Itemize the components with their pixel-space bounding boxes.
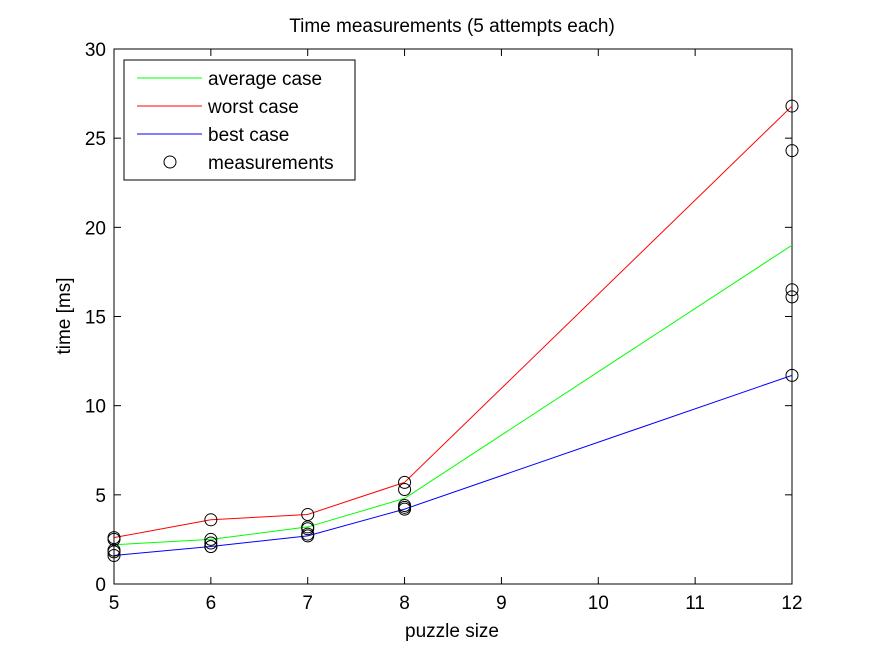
legend-label-worst-case: worst case — [207, 97, 299, 118]
legend-label-average-case: average case — [208, 69, 322, 90]
measurement-point — [785, 99, 799, 113]
legend: average case worst case best case measureme… — [123, 59, 356, 181]
measurement-point — [398, 475, 412, 489]
measurement-point — [785, 368, 799, 382]
y-tick-label: 25 — [85, 129, 106, 150]
legend-label-best-case: best case — [208, 125, 289, 146]
y-tick-label: 10 — [85, 397, 106, 418]
x-tick-label: 8 — [399, 593, 410, 614]
y-axis-title: time [ms] — [54, 277, 75, 354]
measurement-point — [785, 144, 799, 158]
chart-title: Time measurements (5 attempts each) — [289, 16, 615, 37]
x-tick-label: 9 — [496, 593, 507, 614]
measurement-point — [204, 536, 218, 550]
series-line-best-case — [113, 374, 793, 556]
x-tick-label: 5 — [109, 593, 120, 614]
x-tick-label: 10 — [588, 593, 609, 614]
measurement-point — [107, 548, 121, 562]
legend-swatch-measurements — [163, 155, 177, 169]
x-tick-label: 7 — [302, 593, 313, 614]
measurement-point — [107, 545, 121, 559]
measurement-point — [398, 482, 412, 496]
measurement-point — [204, 532, 218, 546]
x-tick-label: 6 — [206, 593, 217, 614]
measurement-point — [204, 540, 218, 554]
measurement-point — [301, 522, 315, 536]
measurement-point — [785, 283, 799, 297]
measurement-point — [204, 513, 218, 527]
series-line-worst-case — [113, 105, 793, 539]
y-tick-label: 15 — [85, 308, 106, 329]
x-axis-title: puzzle size — [405, 621, 499, 642]
x-tick-label: 11 — [685, 593, 705, 614]
y-tick-label: 20 — [85, 218, 106, 239]
measurement-point — [301, 529, 315, 543]
series-line-average-case — [113, 244, 793, 546]
measurement-point — [785, 290, 799, 304]
y-tick-label: 30 — [85, 40, 106, 61]
legend-box — [123, 59, 356, 181]
x-tick-label: 12 — [781, 593, 802, 614]
measurement-point — [398, 502, 412, 516]
legend-label-measurements: measurements — [208, 153, 334, 174]
y-tick-label: 5 — [95, 486, 106, 507]
y-tick-label: 0 — [95, 575, 106, 596]
